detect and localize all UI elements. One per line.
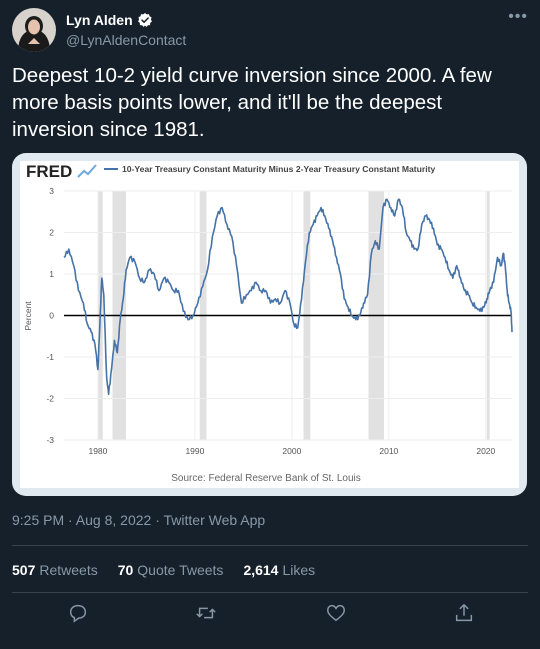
chart-title: 10-Year Treasury Constant Maturity Minus… (122, 164, 436, 174)
avatar[interactable] (12, 8, 56, 52)
x-axis-ticks: 1980 1990 2000 2010 2020 (88, 446, 495, 456)
grid-lines (64, 190, 512, 441)
fred-chart: FRED 10-Year Treasury Constant Maturity … (20, 161, 519, 488)
likes-label: Likes (282, 562, 316, 578)
chart-source: Source: Federal Reserve Bank of St. Loui… (171, 473, 361, 484)
share-icon[interactable] (453, 602, 475, 624)
y-tick-label: -1 (46, 352, 54, 362)
author-name[interactable]: Lyn Alden (66, 12, 133, 28)
quotes-stat[interactable]: 70 Quote Tweets (118, 562, 224, 578)
y-tick-label: -2 (46, 394, 54, 404)
avatar-photo-icon (12, 8, 56, 52)
x-tick-label: 2020 (476, 446, 495, 456)
x-tick-label: 2000 (282, 446, 301, 456)
engagement-stats: 507 Retweets 70 Quote Tweets 2,614 Likes (12, 562, 315, 578)
tweet-timestamp[interactable]: 9:25 PM · Aug 8, 2022 · Twitter Web App (12, 512, 266, 528)
more-options-icon[interactable]: ••• (508, 8, 528, 25)
y-axis-label: Percent (23, 301, 33, 331)
tweet-header: Lyn Alden @LynAldenContact ••• (12, 8, 528, 52)
x-tick-label: 2010 (379, 446, 398, 456)
x-tick-label: 1990 (185, 446, 204, 456)
quotes-label: Quote Tweets (137, 562, 224, 578)
retweet-icon[interactable] (195, 602, 217, 624)
likes-count: 2,614 (243, 562, 279, 578)
chart-image[interactable]: FRED 10-Year Treasury Constant Maturity … (12, 153, 527, 496)
author-handle[interactable]: @LynAldenContact (66, 32, 187, 48)
y-tick-label: -3 (46, 435, 54, 445)
y-tick-label: 1 (49, 269, 54, 279)
retweets-count: 507 (12, 562, 36, 578)
series-line (63, 198, 513, 396)
verified-badge-icon (137, 13, 152, 27)
tweet-text: Deepest 10-2 yield curve inversion since… (12, 64, 492, 141)
y-tick-label: 3 (49, 186, 54, 196)
fred-logo-icon (77, 164, 97, 178)
divider-bottom (12, 592, 528, 593)
quotes-count: 70 (117, 562, 134, 578)
reply-icon[interactable] (67, 602, 89, 624)
retweets-label: Retweets (39, 562, 98, 578)
fred-logo: FRED (26, 162, 72, 181)
y-axis-ticks: 3 2 1 0 -1 -2 -3 (46, 186, 54, 445)
name-row: Lyn Alden (66, 12, 153, 28)
divider-top (12, 545, 528, 546)
y-tick-label: 0 (49, 311, 54, 321)
y-tick-label: 2 (49, 228, 54, 238)
retweets-stat[interactable]: 507 Retweets (12, 562, 98, 578)
likes-stat[interactable]: 2,614 Likes (243, 562, 315, 578)
action-bar (12, 598, 528, 630)
like-icon[interactable] (325, 602, 347, 624)
x-tick-label: 1980 (88, 446, 107, 456)
